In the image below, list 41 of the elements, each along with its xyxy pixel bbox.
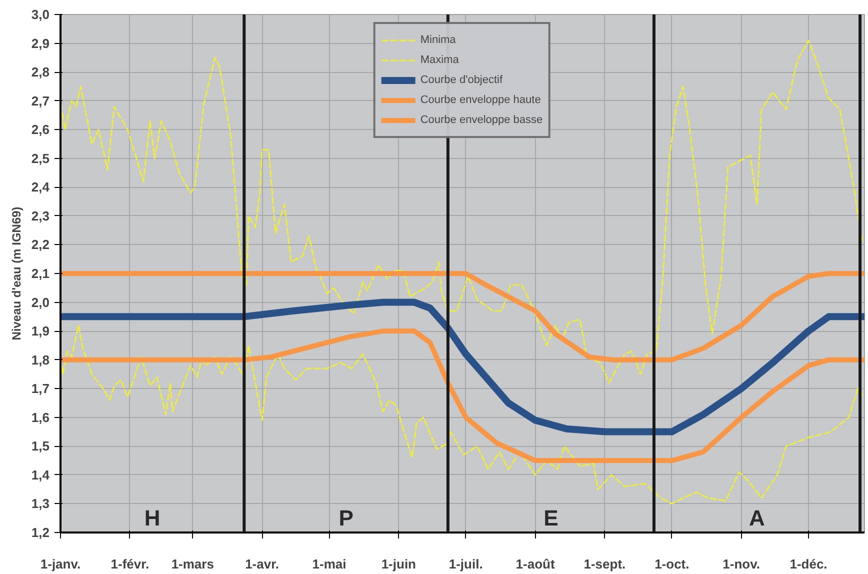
x-tick-label: 1-juil. (448, 556, 483, 572)
annotation: P (338, 505, 354, 530)
annotation: A (749, 505, 766, 530)
y-tick-label: 1,7 (31, 381, 50, 396)
x-tick-label: 1-avr. (245, 556, 280, 572)
y-tick-label: 2,8 (31, 64, 50, 80)
legend-label: Courbe d'objectif (420, 73, 503, 87)
y-axis-title: Niveau d'eau (m IGN69) (9, 206, 24, 340)
y-tick-label: 1,3 (31, 496, 50, 512)
y-tick-label: 1,6 (31, 410, 50, 425)
x-tick-label: 1-mai (312, 556, 346, 572)
y-tick-label: 1,2 (31, 525, 50, 540)
y-tick-label: 2,9 (31, 36, 50, 51)
y-tick-label: 2,0 (31, 294, 50, 310)
annotation: E (544, 505, 558, 530)
x-tick-label: 1-nov. (722, 556, 760, 572)
legend-label: Courbe enveloppe haute (420, 93, 541, 107)
y-tick-label: 1,9 (31, 324, 50, 339)
x-tick-label: 1-déc. (790, 556, 828, 572)
x-tick-label: 1-juin (381, 556, 416, 572)
y-tick-label: 3,0 (31, 7, 50, 22)
y-tick-label: 2,7 (31, 93, 50, 108)
x-tick-label: 1-oct. (654, 556, 690, 572)
x-tick-label: 1-sept. (584, 556, 626, 572)
y-tick-label: 2,1 (31, 266, 50, 281)
legend-label: Courbe enveloppe basse (420, 113, 543, 127)
y-tick-label: 2,3 (31, 208, 50, 224)
y-tick-label: 1,4 (31, 467, 50, 482)
y-tick-label: 2,4 (31, 180, 50, 195)
legend-label: Maxima (420, 53, 459, 67)
annotation: H (144, 505, 160, 530)
legend-label: Minima (420, 33, 456, 47)
x-tick-label: 1-août (516, 556, 556, 572)
x-tick-label: 1-mars (171, 556, 214, 572)
y-tick-label: 1,8 (31, 352, 50, 368)
y-tick-label: 1,5 (31, 438, 50, 454)
y-tick-label: 2,2 (31, 237, 50, 252)
y-tick-label: 2,6 (31, 122, 50, 138)
x-tick-label: 1-févr. (110, 556, 150, 572)
y-tick-label: 2,5 (31, 150, 50, 166)
x-tick-label: 1-janv. (40, 556, 81, 572)
